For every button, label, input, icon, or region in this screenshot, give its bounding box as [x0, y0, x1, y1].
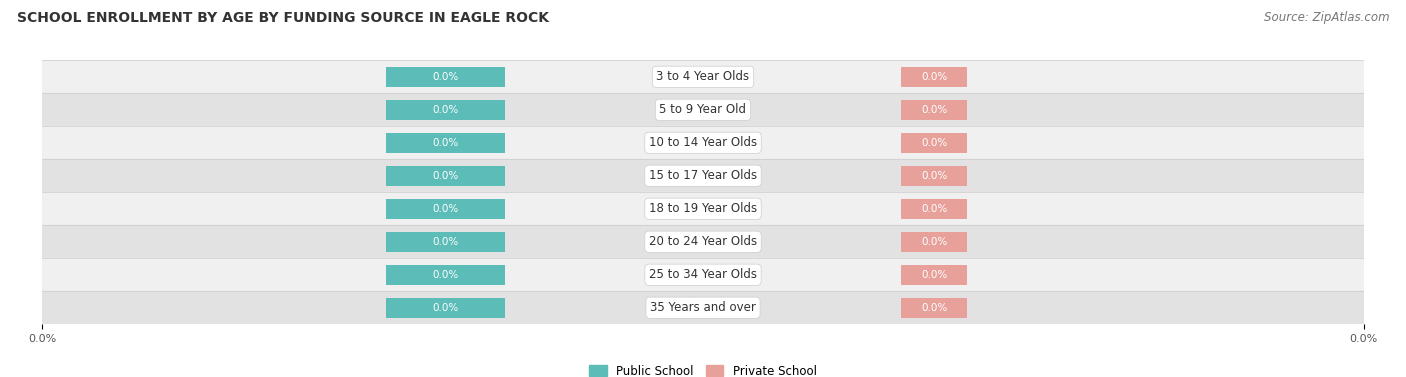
Text: 0.0%: 0.0%: [921, 72, 948, 82]
Text: 0.0%: 0.0%: [921, 171, 948, 181]
Text: 0.0%: 0.0%: [432, 105, 458, 115]
Text: Source: ZipAtlas.com: Source: ZipAtlas.com: [1264, 11, 1389, 24]
Text: 5 to 9 Year Old: 5 to 9 Year Old: [659, 103, 747, 116]
Bar: [42, 192, 1364, 225]
Text: 0.0%: 0.0%: [921, 237, 948, 247]
Text: 25 to 34 Year Olds: 25 to 34 Year Olds: [650, 268, 756, 281]
Bar: [901, 231, 967, 252]
Bar: [385, 297, 505, 318]
Bar: [901, 100, 967, 120]
Text: 0.0%: 0.0%: [432, 72, 458, 82]
Text: 0.0%: 0.0%: [921, 270, 948, 280]
Bar: [385, 133, 505, 153]
Bar: [901, 67, 967, 87]
Text: 0.0%: 0.0%: [432, 204, 458, 214]
Text: 15 to 17 Year Olds: 15 to 17 Year Olds: [650, 169, 756, 182]
Bar: [901, 297, 967, 318]
Text: 0.0%: 0.0%: [921, 105, 948, 115]
Bar: [385, 67, 505, 87]
Bar: [42, 93, 1364, 126]
Text: SCHOOL ENROLLMENT BY AGE BY FUNDING SOURCE IN EAGLE ROCK: SCHOOL ENROLLMENT BY AGE BY FUNDING SOUR…: [17, 11, 548, 25]
Bar: [42, 225, 1364, 258]
Bar: [385, 231, 505, 252]
Text: 10 to 14 Year Olds: 10 to 14 Year Olds: [650, 136, 756, 149]
Bar: [901, 133, 967, 153]
Text: 35 Years and over: 35 Years and over: [650, 301, 756, 314]
Text: 0.0%: 0.0%: [921, 303, 948, 313]
Text: 0.0%: 0.0%: [432, 237, 458, 247]
Bar: [901, 199, 967, 219]
Text: 0.0%: 0.0%: [432, 171, 458, 181]
Text: 3 to 4 Year Olds: 3 to 4 Year Olds: [657, 70, 749, 83]
Bar: [42, 126, 1364, 159]
Bar: [385, 100, 505, 120]
Legend: Public School, Private School: Public School, Private School: [585, 360, 821, 377]
Bar: [901, 265, 967, 285]
Bar: [42, 291, 1364, 324]
Bar: [385, 265, 505, 285]
Text: 0.0%: 0.0%: [432, 138, 458, 148]
Text: 20 to 24 Year Olds: 20 to 24 Year Olds: [650, 235, 756, 248]
Bar: [385, 199, 505, 219]
Text: 0.0%: 0.0%: [921, 138, 948, 148]
Text: 0.0%: 0.0%: [432, 270, 458, 280]
Text: 18 to 19 Year Olds: 18 to 19 Year Olds: [650, 202, 756, 215]
Text: 0.0%: 0.0%: [432, 303, 458, 313]
Bar: [385, 166, 505, 186]
Bar: [42, 159, 1364, 192]
Bar: [42, 258, 1364, 291]
Text: 0.0%: 0.0%: [921, 204, 948, 214]
Bar: [42, 60, 1364, 93]
Bar: [901, 166, 967, 186]
